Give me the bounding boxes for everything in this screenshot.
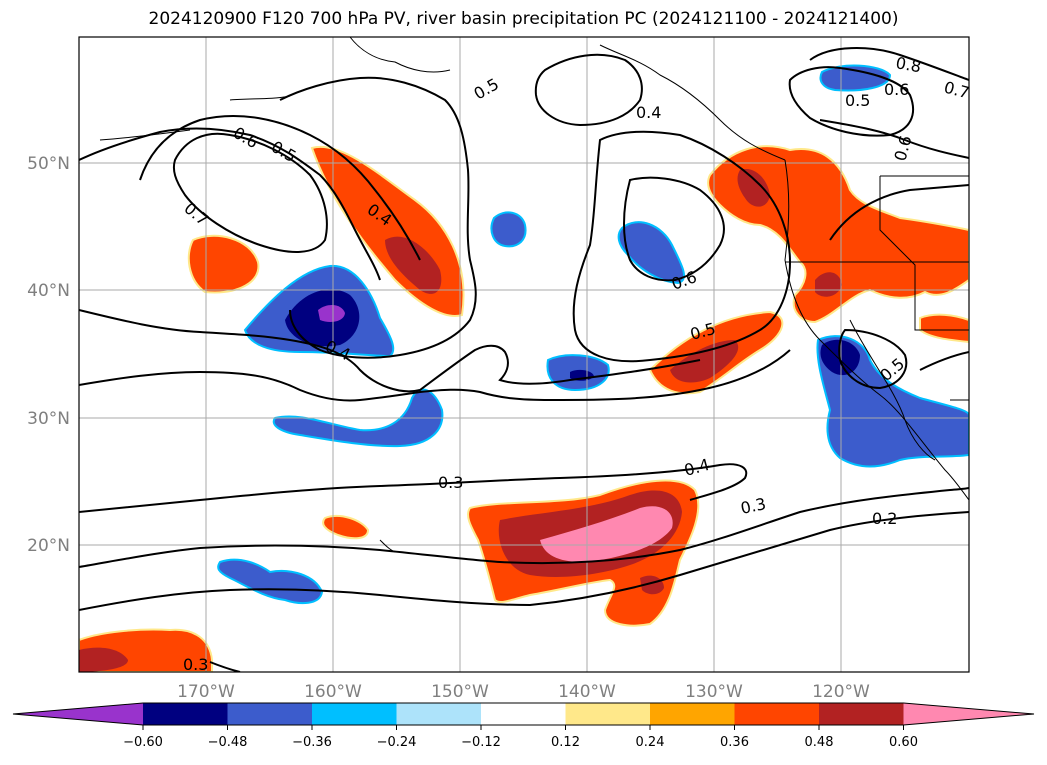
colorbar-extend-max (903, 703, 1034, 725)
colorbar-tick-label: −0.60 (123, 735, 163, 750)
lat-label: 20°N (27, 536, 70, 556)
lon-label: 140°W (558, 682, 616, 702)
colorbar-segment (481, 703, 566, 725)
colorbar-segment (650, 703, 735, 725)
lon-label: 170°W (177, 682, 235, 702)
colorbar-segment (227, 703, 313, 725)
graticule (79, 37, 969, 672)
lon-label: 130°W (685, 682, 743, 702)
precip-negative-area (272, 388, 444, 448)
precip-positive-core (737, 169, 770, 207)
precip-positive-core (670, 340, 739, 383)
map-plot-area: 0.5 0.4 0.6 0.5 0.7 0.4 0.4 0.6 0.5 0.8 … (79, 37, 969, 674)
contour-label: 0.5 (845, 91, 870, 110)
colorbar-segment (312, 703, 397, 725)
contour-label: 0.3 (739, 494, 768, 518)
colorbar: −0.60 −0.48 −0.36 −0.24 −0.12 0.12 0.24 0.36 0.4… (12, 702, 1035, 750)
map-frame (78, 36, 970, 673)
precip-positive-area (919, 313, 969, 344)
pv-contours (79, 47, 969, 672)
contour-label: 0.8 (894, 53, 922, 76)
latitude-labels: 50°N 40°N 30°N 20°N (27, 154, 70, 556)
colorbar-tick-label: −0.36 (292, 735, 332, 750)
colorbar-extend-min (13, 703, 143, 725)
precip-positive-peak (540, 506, 673, 562)
lat-label: 30°N (27, 409, 70, 429)
colorbar-tick-label: 0.60 (889, 735, 918, 750)
colorbar-tick-label: 0.48 (805, 735, 834, 750)
lat-label: 50°N (27, 154, 70, 174)
contour-label: 0.6 (884, 80, 909, 99)
colorbar-tick-label: 0.24 (636, 735, 665, 750)
contour-label: 0.4 (636, 103, 661, 122)
figure-title: 2024120900 F120 700 hPa PV, river basin … (148, 9, 899, 29)
precip-positive-core (79, 647, 128, 672)
lat-label: 40°N (27, 281, 70, 301)
colorbar-tick-label: 0.36 (720, 735, 749, 750)
contour-label: 0.3 (438, 473, 463, 492)
colorbar-tick-label: 0.12 (551, 735, 580, 750)
precip-negative-area (617, 221, 686, 285)
colorbar-tick-label: −0.24 (377, 735, 417, 750)
colorbar-segment (819, 703, 904, 725)
longitude-labels: 170°W 160°W 150°W 140°W 130°W 120°W (177, 682, 870, 702)
precip-negative-peak (318, 304, 345, 322)
lon-label: 150°W (431, 682, 489, 702)
precip-negative-area (217, 558, 324, 605)
precip-positive-core (815, 272, 842, 297)
lon-label: 120°W (812, 682, 870, 702)
precip-negative-area (819, 64, 892, 92)
precip-positive-area (322, 514, 370, 540)
precip-negative-area (490, 211, 527, 248)
precip-positive-core (385, 236, 442, 294)
contour-label: 0.3 (183, 655, 208, 674)
contour-label: 0.2 (872, 509, 897, 528)
colorbar-segment (565, 703, 651, 725)
colorbar-segment (734, 703, 820, 725)
precipitation-shading (79, 64, 969, 672)
colorbar-tick-label: −0.48 (208, 735, 248, 750)
colorbar-tick-label: −0.12 (461, 735, 501, 750)
colorbar-segment (143, 703, 228, 725)
lon-label: 160°W (304, 682, 362, 702)
precip-positive-area (707, 145, 969, 324)
colorbar-segment (396, 703, 482, 725)
